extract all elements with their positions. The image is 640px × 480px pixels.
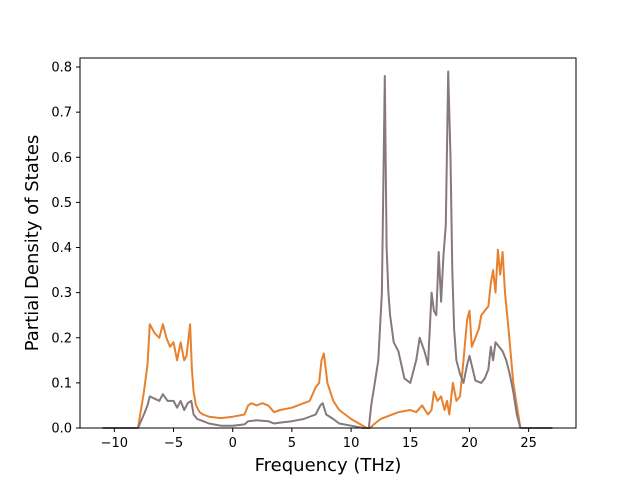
- plot-frame: [79, 57, 577, 429]
- x-tick-label: 20: [461, 436, 478, 451]
- x-tick-label: 0: [229, 436, 237, 451]
- y-tick-label: 0.5: [51, 196, 72, 211]
- x-tick-label: 5: [288, 436, 296, 451]
- y-tick-label: 0.4: [51, 241, 72, 256]
- series-line-2: [102, 70, 553, 429]
- x-tick-label: 25: [520, 436, 537, 451]
- y-tick-label: 0.2: [51, 331, 72, 346]
- y-tick-label: 0.0: [51, 422, 72, 437]
- y-tick-label: 0.8: [51, 61, 72, 76]
- y-tick-label: 0.7: [51, 106, 72, 121]
- y-axis-label: Partial Density of States: [22, 135, 43, 352]
- y-axis-ticks: 0.0 0.1 0.2 0.3 0.4 0.5 0.6 0.7 0.8: [51, 61, 80, 437]
- x-tick-label: −10: [101, 436, 128, 451]
- x-axis-ticks: −10 −5 0 5 10 15 20 25: [101, 428, 537, 451]
- y-tick-label: 0.6: [51, 151, 72, 166]
- x-axis-label: Frequency (THz): [255, 455, 402, 476]
- x-tick-label: 10: [343, 436, 360, 451]
- series-line-1: [102, 248, 553, 429]
- x-tick-label: 15: [402, 436, 419, 451]
- y-tick-label: 0.1: [51, 376, 72, 391]
- y-tick-label: 0.3: [51, 286, 72, 301]
- series-layer: [102, 70, 553, 429]
- x-tick-label: −5: [164, 436, 183, 451]
